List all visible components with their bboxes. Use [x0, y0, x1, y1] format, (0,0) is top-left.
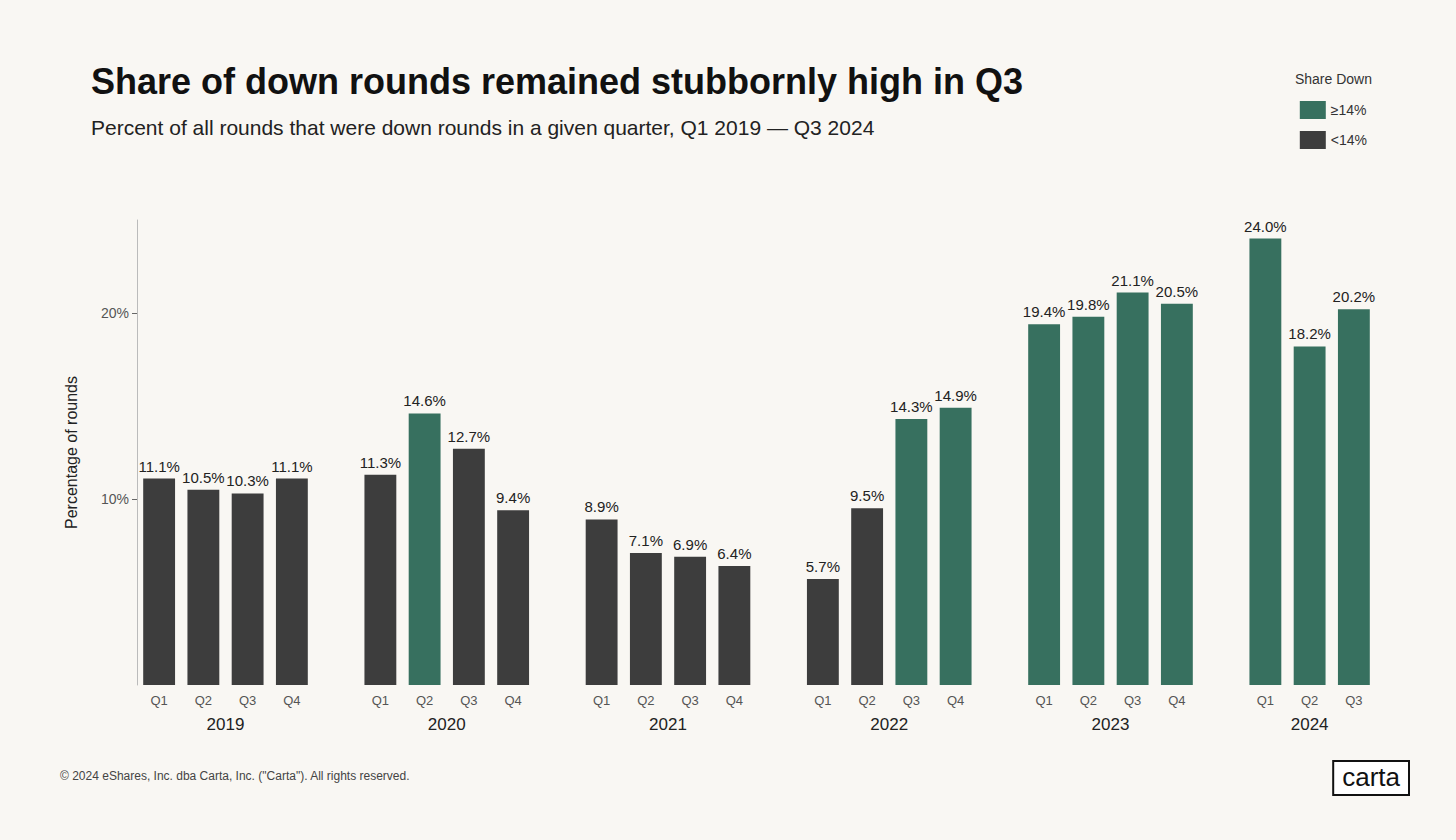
svg-text:11.1%: 11.1% [271, 458, 312, 475]
svg-text:Q2: Q2 [1080, 693, 1097, 708]
svg-text:14.3%: 14.3% [890, 398, 933, 415]
svg-text:9.5%: 9.5% [850, 487, 884, 504]
svg-text:18.2%: 18.2% [1288, 325, 1331, 342]
svg-text:21.1%: 21.1% [1111, 272, 1154, 289]
svg-text:8.9%: 8.9% [585, 498, 619, 515]
svg-text:Q1: Q1 [1035, 693, 1052, 708]
svg-text:24.0%: 24.0% [1244, 218, 1287, 235]
svg-text:11.3%: 11.3% [360, 454, 401, 471]
svg-text:Q4: Q4 [283, 693, 300, 708]
svg-text:© 2024 eShares, Inc. dba Carta: © 2024 eShares, Inc. dba Carta, Inc. ("C… [60, 769, 410, 783]
svg-text:Q1: Q1 [372, 693, 389, 708]
svg-text:11.1%: 11.1% [138, 458, 179, 475]
svg-text:Share Down: Share Down [1295, 71, 1372, 87]
svg-text:6.4%: 6.4% [717, 545, 751, 562]
svg-text:10.3%: 10.3% [226, 472, 269, 489]
svg-text:10%: 10% [101, 491, 129, 507]
svg-text:Q4: Q4 [1168, 693, 1185, 708]
svg-text:Q4: Q4 [947, 693, 964, 708]
svg-text:2023: 2023 [1092, 715, 1130, 734]
svg-text:Q2: Q2 [195, 693, 212, 708]
svg-text:Share of down rounds remained: Share of down rounds remained stubbornly… [91, 61, 1023, 102]
svg-text:5.7%: 5.7% [806, 558, 840, 575]
svg-text:2019: 2019 [207, 715, 245, 734]
svg-text:14.6%: 14.6% [403, 392, 446, 409]
svg-text:<14%: <14% [1331, 132, 1367, 148]
svg-text:19.4%: 19.4% [1023, 303, 1066, 320]
svg-text:Q1: Q1 [814, 693, 831, 708]
svg-text:Percent of all rounds that wer: Percent of all rounds that were down rou… [91, 116, 875, 139]
svg-text:2024: 2024 [1291, 715, 1329, 734]
svg-text:≥14%: ≥14% [1331, 102, 1367, 118]
svg-text:12.7%: 12.7% [448, 428, 491, 445]
svg-text:20.5%: 20.5% [1156, 283, 1199, 300]
svg-text:Q3: Q3 [1124, 693, 1141, 708]
svg-text:6.9%: 6.9% [673, 536, 707, 553]
svg-text:Q1: Q1 [150, 693, 167, 708]
svg-text:Q3: Q3 [460, 693, 477, 708]
svg-text:Q3: Q3 [903, 693, 920, 708]
svg-text:Q2: Q2 [416, 693, 433, 708]
svg-text:20.2%: 20.2% [1333, 288, 1376, 305]
svg-text:10.5%: 10.5% [182, 469, 225, 486]
svg-text:9.4%: 9.4% [496, 489, 530, 506]
svg-text:20%: 20% [101, 305, 129, 321]
svg-text:Q3: Q3 [681, 693, 698, 708]
svg-text:Q3: Q3 [1345, 693, 1362, 708]
svg-text:Q2: Q2 [1301, 693, 1318, 708]
svg-text:Q1: Q1 [593, 693, 610, 708]
svg-text:19.8%: 19.8% [1067, 296, 1110, 313]
svg-text:Q3: Q3 [239, 693, 256, 708]
svg-text:7.1%: 7.1% [629, 532, 663, 549]
svg-text:Percentage of rounds: Percentage of rounds [63, 376, 80, 529]
svg-text:Q4: Q4 [504, 693, 521, 708]
svg-text:2020: 2020 [428, 715, 466, 734]
svg-text:Q2: Q2 [637, 693, 654, 708]
svg-text:2021: 2021 [649, 715, 687, 734]
svg-text:14.9%: 14.9% [934, 387, 977, 404]
svg-text:Q1: Q1 [1257, 693, 1274, 708]
svg-text:Q2: Q2 [858, 693, 875, 708]
svg-text:Q4: Q4 [726, 693, 743, 708]
svg-text:carta: carta [1342, 762, 1400, 792]
svg-text:2022: 2022 [870, 715, 908, 734]
